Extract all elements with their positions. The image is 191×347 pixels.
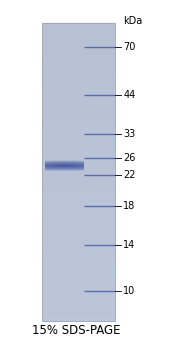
Text: 15% SDS-PAGE: 15% SDS-PAGE xyxy=(32,324,121,337)
Text: 26: 26 xyxy=(123,153,136,163)
Text: 44: 44 xyxy=(123,91,135,100)
Text: 22: 22 xyxy=(123,170,136,180)
Text: 70: 70 xyxy=(123,42,136,52)
FancyBboxPatch shape xyxy=(42,23,115,321)
Text: kDa: kDa xyxy=(123,16,142,26)
Text: 10: 10 xyxy=(123,286,135,296)
Text: 14: 14 xyxy=(123,240,135,250)
Text: 33: 33 xyxy=(123,129,135,138)
Text: 18: 18 xyxy=(123,202,135,211)
